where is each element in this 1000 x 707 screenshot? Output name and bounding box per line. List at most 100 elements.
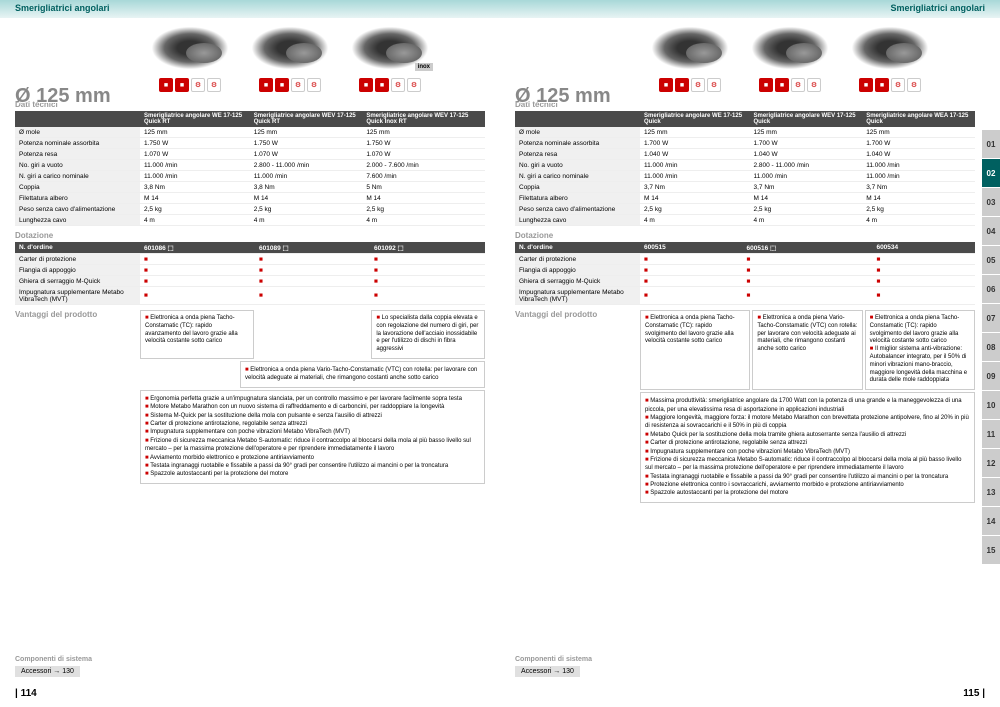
feature-badge-icon: ■ (359, 78, 373, 92)
spec-value: 125 mm (250, 127, 363, 138)
side-tab-08[interactable]: 08 (982, 333, 1000, 361)
spec-value: 2.000 - 7.600 /min (362, 160, 485, 171)
bullet-item: Frizione di sicurezza meccanica Metabo S… (145, 437, 480, 454)
spec-value: 11.000 /min (140, 160, 250, 171)
side-tab-11[interactable]: 11 (982, 420, 1000, 448)
dot-value: ■ (743, 265, 873, 276)
side-tab-12[interactable]: 12 (982, 449, 1000, 477)
dot-label: Ghiera di serraggio M-Quick (15, 276, 140, 287)
feature-badge-icon: ⚙ (307, 78, 321, 92)
side-tab-01[interactable]: 01 (982, 130, 1000, 158)
dot-value: ■ (140, 265, 255, 276)
components-left: Componenti di sistema Accessori → 130 (15, 656, 92, 677)
bullet-item: Spazzole autostaccanti per la protezione… (645, 489, 970, 497)
spec-label: Lunghezza cavo (515, 215, 640, 226)
spec-value: 1.040 W (862, 149, 975, 160)
product-card: ■■⚙⚙ (640, 18, 740, 95)
page-number-right: 115 | (963, 688, 985, 699)
table-row: Ø mole125 mm125 mm125 mm (15, 127, 485, 138)
dot-value: ■ (370, 276, 485, 287)
dot-label: Carter di protezione (15, 254, 140, 265)
table-row: Potenza resa1.070 W1.070 W1.070 W (15, 149, 485, 160)
dot-value: ■ (872, 254, 975, 265)
adv-full-right: Massima produttività: smerigliatrice ang… (640, 392, 975, 503)
spec-value: 2,5 kg (862, 204, 975, 215)
table-row: Coppia3,8 Nm3,8 Nm5 Nm (15, 182, 485, 193)
spec-label: N. giri a carico nominale (15, 171, 140, 182)
dot-value: 601089 ⬚ (255, 242, 370, 254)
feature-badge-icon: ⚙ (791, 78, 805, 92)
page-left: Smerigliatrici angolari Ø 125 mm ■■⚙⚙■■⚙… (0, 0, 500, 707)
bullet-item: Carter di protezione antirotazione, rego… (145, 420, 480, 428)
side-tab-07[interactable]: 07 (982, 304, 1000, 332)
dot-value: 600516 ⬚ (743, 242, 873, 254)
dot-value: ■ (255, 254, 370, 265)
spec-value: 4 m (862, 215, 975, 226)
feature-badge-icon: ■ (875, 78, 889, 92)
product-name: Smerigliatrice angolare WE 17-125 Quick … (140, 111, 250, 127)
spec-value: M 14 (250, 193, 363, 204)
diameter-title-r: Ø 125 mm (515, 85, 611, 108)
adv-box-r1: Elettronica a onda piena Tacho-Constamat… (640, 310, 750, 390)
side-tab-04[interactable]: 04 (982, 217, 1000, 245)
specs-table-right: Smerigliatrice angolare WE 17-125 QuickS… (515, 111, 975, 226)
side-tab-09[interactable]: 09 (982, 362, 1000, 390)
side-tab-06[interactable]: 06 (982, 275, 1000, 303)
table-row: Peso senza cavo d'alimentazione2,5 kg2,5… (515, 204, 975, 215)
section-dot: Dotazione (15, 231, 485, 240)
accessori-link-r[interactable]: Accessori → 130 (515, 666, 580, 677)
dot-value: ■ (255, 265, 370, 276)
dot-label: Impugnatura supplementare Metabo VibraTe… (515, 287, 640, 305)
spec-value: 3,7 Nm (640, 182, 749, 193)
dot-label: Carter di protezione (515, 254, 640, 265)
dot-value: ■ (140, 276, 255, 287)
spec-value: 2,5 kg (362, 204, 485, 215)
spec-value: 4 m (640, 215, 749, 226)
table-row: Potenza resa1.040 W1.040 W1.040 W (515, 149, 975, 160)
feature-badge-icon: ■ (259, 78, 273, 92)
side-tab-10[interactable]: 10 (982, 391, 1000, 419)
product-name: Smerigliatrice angolare WEA 17-125 Quick (862, 111, 975, 127)
spec-value: 1.070 W (250, 149, 363, 160)
spec-value: 125 mm (862, 127, 975, 138)
spec-value: 125 mm (749, 127, 862, 138)
spec-value: 11.000 /min (250, 171, 363, 182)
feature-badge-icon: ⚙ (391, 78, 405, 92)
bullet-item: Carter di protezione antirotazione, rego… (645, 439, 970, 447)
side-tab-03[interactable]: 03 (982, 188, 1000, 216)
dot-label: Flangia di appoggio (15, 265, 140, 276)
spec-label: Filettatura albero (515, 193, 640, 204)
page-right: Smerigliatrici angolari Ø 125 mm ■■⚙⚙■■⚙… (500, 0, 1000, 707)
feature-badge-icon: ■ (675, 78, 689, 92)
table-row: Filettatura alberoM 14M 14M 14 (515, 193, 975, 204)
feature-badge-icon: ⚙ (707, 78, 721, 92)
bullet-item: Motore Metabo Marathon con un nuovo sist… (145, 403, 480, 411)
side-tab-15[interactable]: 15 (982, 536, 1000, 564)
side-tab-13[interactable]: 13 (982, 478, 1000, 506)
spec-value: 2.800 - 11.000 /min (749, 160, 862, 171)
dot-value: ■ (640, 254, 743, 265)
feature-badge-icon: ⚙ (407, 78, 421, 92)
side-tab-02[interactable]: 02 (982, 159, 1000, 187)
bullet-item: Metabo Quick per la sostituzione della m… (645, 431, 970, 439)
spec-value: 1.750 W (362, 138, 485, 149)
table-row: Potenza nominale assorbita1.700 W1.700 W… (515, 138, 975, 149)
bullet-item: Massima produttività: smerigliatrice ang… (645, 397, 970, 414)
dot-table-right: N. d'ordine600515600516 ⬚600534Carter di… (515, 242, 975, 305)
side-tab-05[interactable]: 05 (982, 246, 1000, 274)
spec-label: Coppia (515, 182, 640, 193)
spec-label: No. giri a vuoto (515, 160, 640, 171)
dot-value: 601092 ⬚ (370, 242, 485, 254)
product-name: Smerigliatrice angolare WEV 17-125 Quick… (362, 111, 485, 127)
dot-value: 600534 (872, 242, 975, 254)
bullet-item: Testata ingranaggi ruotabile e fissabile… (145, 462, 480, 470)
accessori-link[interactable]: Accessori → 130 (15, 666, 80, 677)
spec-value: 3,7 Nm (862, 182, 975, 193)
product-image (745, 23, 835, 73)
table-row: Impugnatura supplementare Metabo VibraTe… (515, 287, 975, 305)
table-row: Potenza nominale assorbita1.750 W1.750 W… (15, 138, 485, 149)
spec-value: 4 m (140, 215, 250, 226)
spec-label: Potenza resa (15, 149, 140, 160)
spec-value: 1.750 W (140, 138, 250, 149)
side-tab-14[interactable]: 14 (982, 507, 1000, 535)
